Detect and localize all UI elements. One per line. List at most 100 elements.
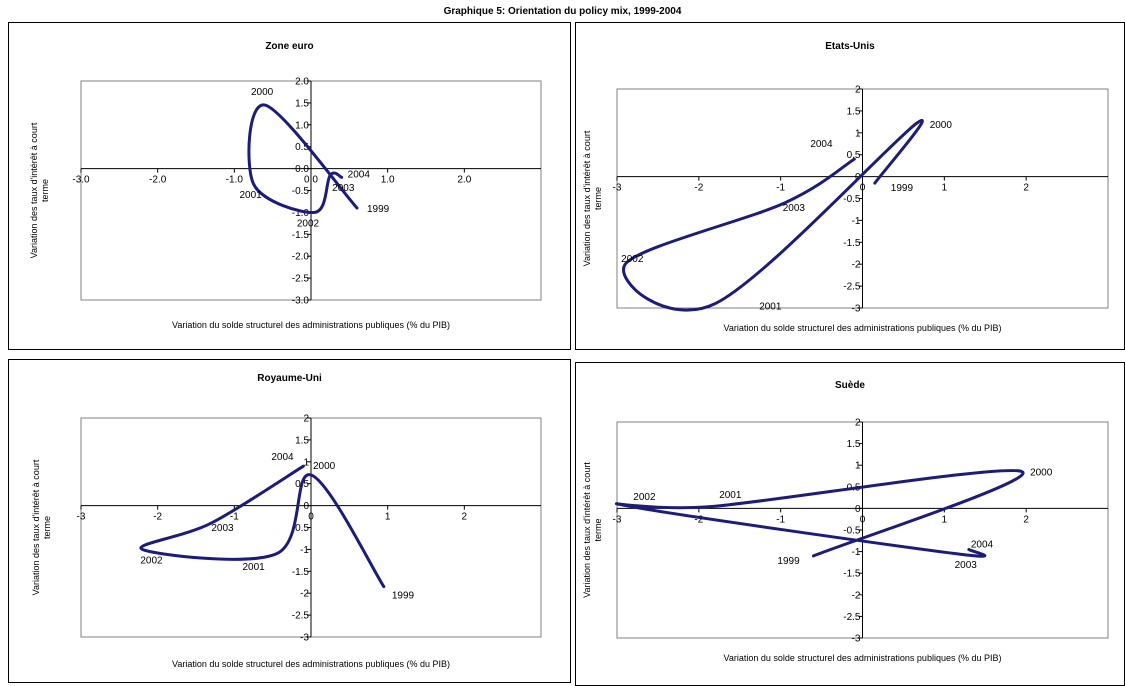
- data-label-2000: 2000: [313, 461, 336, 472]
- series-line: [622, 119, 924, 312]
- y-tick-label: 2.0: [295, 77, 309, 88]
- x-axis-label: Variation du solde structurel des admini…: [172, 320, 450, 330]
- y-tick-label: -1: [300, 545, 309, 556]
- y-axis-label: Variation des taux d'intérêt à courtterm…: [582, 462, 603, 598]
- chart-panel-etats-unis: Etats-Unis -3 -2 -1 0 1 2 2 1.5 1 0.5 0 -0.5 -1 -1.5 -2…: [575, 22, 1125, 350]
- y-tick-label: 0: [303, 501, 309, 512]
- y-tick-label: -3: [852, 634, 861, 645]
- x-tick-label: -2: [694, 514, 703, 525]
- data-label-1999: 1999: [777, 556, 800, 567]
- y-tick-label: 0.0: [295, 164, 309, 175]
- y-tick-label: -1: [852, 216, 861, 227]
- data-label-2000: 2000: [930, 120, 953, 131]
- chart-zone-euro: Zone euro -3.0 -2.0 -1.0 0.0 1.0 2.0 2.0 1.5 1.0 0…: [29, 41, 542, 330]
- x-tick-label: -3: [77, 512, 86, 523]
- data-label-2003: 2003: [783, 203, 806, 214]
- chart-suede: Suède-3 -2 -1 0 1 221.510.50-0.5-1-1.5-2-2.5-…: [582, 380, 1109, 663]
- data-label-2004: 2004: [971, 539, 994, 550]
- x-tick-label: 0: [860, 514, 866, 525]
- data-label-2001: 2001: [240, 190, 263, 201]
- y-tick-label: -3: [300, 633, 309, 644]
- y-tick-label: 0: [855, 504, 861, 515]
- y-tick-label: -2: [852, 260, 861, 271]
- y-axis-label: Variation des taux d'intérêt à courtterm…: [29, 122, 50, 258]
- data-label-2002: 2002: [140, 555, 163, 566]
- data-label-1999: 1999: [367, 204, 390, 215]
- x-tick-label: -3: [613, 514, 622, 525]
- data-label-2001: 2001: [719, 490, 742, 501]
- y-tick-label: -2: [852, 590, 861, 601]
- y-tick-label: -0.5: [292, 523, 310, 534]
- data-label-2000: 2000: [1030, 468, 1053, 479]
- y-axis-label: Variation des taux d'intérêt à courtterm…: [582, 130, 603, 266]
- data-label-2003: 2003: [332, 183, 355, 194]
- data-label-2002: 2002: [297, 218, 320, 229]
- data-label-2004: 2004: [810, 139, 833, 150]
- data-label-2002: 2002: [633, 492, 656, 503]
- data-label-2003: 2003: [955, 560, 978, 571]
- y-tick-label: -3.0: [292, 296, 310, 307]
- x-tick-label: -2: [694, 183, 703, 194]
- y-tick-label: -2.5: [843, 612, 861, 623]
- data-label-2003: 2003: [211, 523, 234, 534]
- x-axis-label: Variation du solde structurel des admini…: [724, 323, 1002, 333]
- y-tick-label: -1.5: [292, 230, 310, 241]
- data-label-1999: 1999: [891, 183, 914, 194]
- series-line: [139, 464, 386, 589]
- x-tick-label: -1: [776, 514, 785, 525]
- y-tick-label: -1: [852, 547, 861, 558]
- y-tick-label: -1.0: [292, 208, 310, 219]
- x-tick-label: 2.0: [457, 175, 471, 186]
- y-tick-label: 1: [303, 457, 309, 468]
- y-tick-label: 1.5: [847, 439, 861, 450]
- x-tick-label: 1: [385, 512, 391, 523]
- y-tick-label: 2: [855, 85, 861, 96]
- chart-etats-unis: Etats-Unis-3 -2 -1 0 1 221.510.50-0.5-1-1.5-2…: [582, 41, 1109, 333]
- y-tick-label: 1.5: [295, 435, 309, 446]
- series-line: [614, 469, 1025, 558]
- x-tick-label: -1: [230, 512, 239, 523]
- y-tick-label: -1.5: [843, 569, 861, 580]
- chart-royaume-uni: Royaume-Uni-3 -2 -1 0 1 221.510.50-0.5-1-1.5-…: [31, 373, 542, 669]
- x-tick-label: 1: [942, 183, 948, 194]
- y-tick-label: -2.5: [292, 611, 310, 622]
- x-tick-label: -1.0: [226, 175, 244, 186]
- x-tick-label: 0: [860, 183, 866, 194]
- x-tick-label: 0: [308, 512, 314, 523]
- data-label-1999: 1999: [392, 591, 415, 602]
- x-tick-label: 2: [1023, 183, 1029, 194]
- y-tick-label: -2.0: [292, 252, 310, 263]
- chart-title: Zone euro: [265, 41, 313, 52]
- chart-panel-zone-euro: Zone euro -3.0 -2.0 -1.0 0.0 1.0 2.0 2.0 1.5 1.0 0…: [8, 22, 571, 350]
- x-tick-label: 1.0: [381, 175, 395, 186]
- y-tick-label: 1.0: [295, 120, 309, 131]
- y-tick-label: 1: [855, 128, 861, 139]
- x-tick-label: -2: [153, 512, 162, 523]
- data-label-2004: 2004: [271, 452, 294, 463]
- data-label-2004: 2004: [348, 169, 371, 180]
- x-tick-label: -1: [776, 183, 785, 194]
- x-tick-label: 1: [942, 514, 948, 525]
- series-line: [247, 103, 359, 214]
- y-tick-label: 1: [855, 461, 861, 472]
- data-label-2002: 2002: [621, 254, 644, 265]
- y-tick-label: 0.5: [295, 142, 309, 153]
- y-axis-label: Variation des taux d'intérêt à courtterm…: [31, 459, 52, 595]
- x-tick-label: 2: [462, 512, 468, 523]
- y-tick-label: 1.5: [295, 98, 309, 109]
- x-tick-label: -3: [613, 183, 622, 194]
- y-tick-label: 2: [855, 418, 861, 429]
- y-tick-label: -0.5: [843, 526, 861, 537]
- y-tick-label: -0.5: [843, 194, 861, 205]
- x-axis-label: Variation du solde structurel des admini…: [172, 659, 450, 669]
- chart-title: Etats-Unis: [825, 41, 875, 52]
- chart-title: Suède: [835, 380, 865, 391]
- chart-title: Royaume-Uni: [257, 373, 322, 384]
- y-tick-label: -3: [852, 304, 861, 315]
- y-tick-label: 1.5: [847, 106, 861, 117]
- x-tick-label: -2.0: [149, 175, 167, 186]
- x-axis-label: Variation du solde structurel des admini…: [724, 653, 1002, 663]
- y-tick-label: -2: [300, 589, 309, 600]
- y-tick-label: -1.5: [843, 238, 861, 249]
- y-tick-label: -2.5: [292, 274, 310, 285]
